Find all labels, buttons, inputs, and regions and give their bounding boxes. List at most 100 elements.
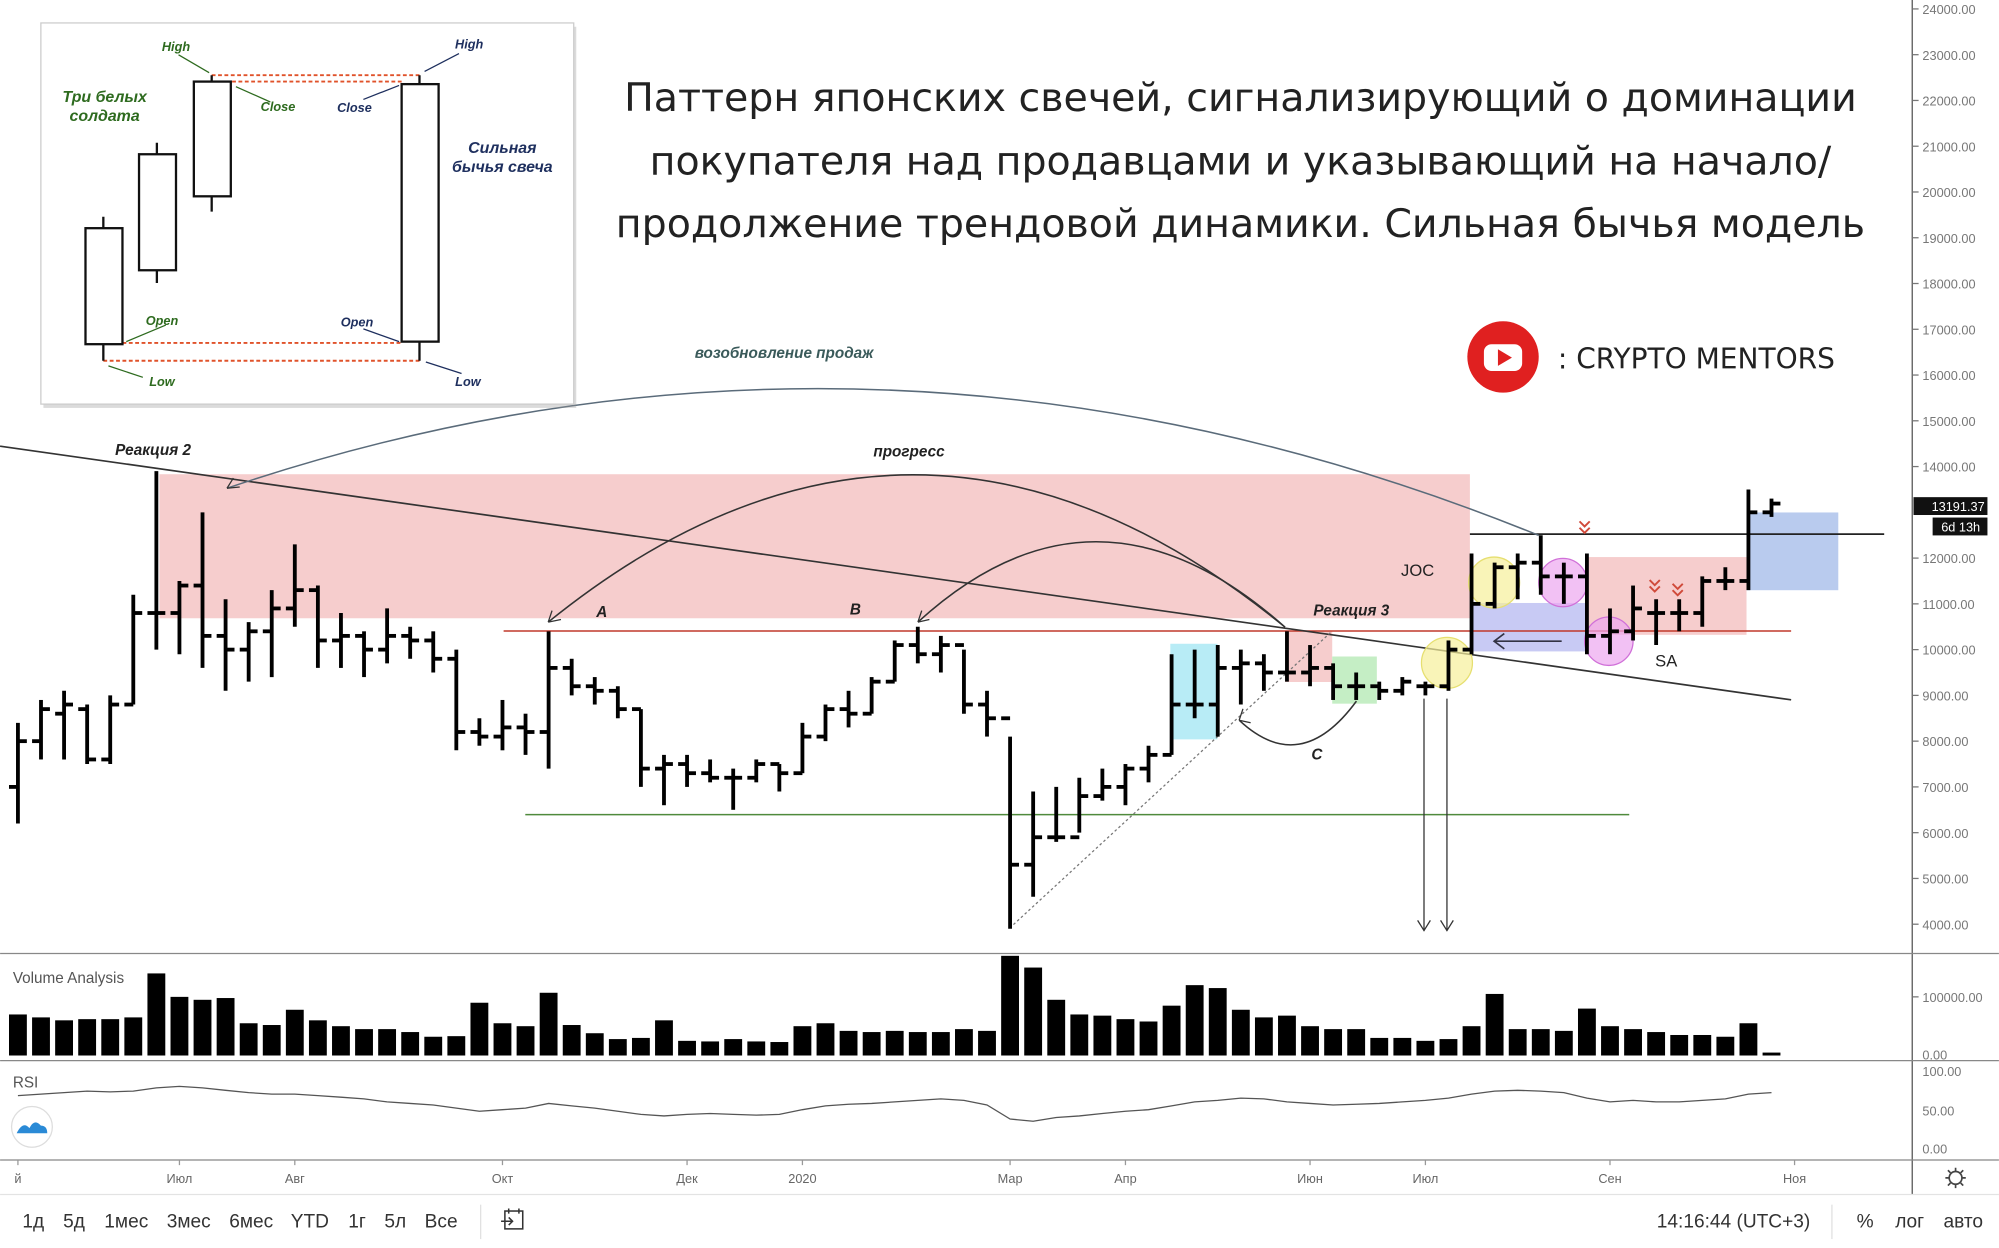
price-tick-label: 24000.00 [1922, 2, 1975, 17]
volume-bar [1739, 1023, 1758, 1056]
bar-countdown: 6d 13h [1941, 520, 1980, 535]
price-tick-label: 4000.00 [1922, 917, 1968, 932]
ohlc-bar [262, 590, 281, 678]
ohlc-bar [585, 677, 604, 705]
volume-bar [101, 1019, 120, 1056]
calendar-goto-icon[interactable] [501, 1208, 524, 1230]
inset-left-title-2: солдата [70, 108, 140, 125]
ohlc-bar [1254, 654, 1273, 691]
dotted-support-line[interactable] [1009, 630, 1333, 929]
auto-toggle[interactable]: авто [1943, 1212, 1983, 1233]
inset-high-right: High [455, 36, 484, 51]
volume-bar [1439, 1039, 1458, 1056]
volume-bar [1647, 1032, 1666, 1056]
volume-bar [793, 1026, 812, 1056]
price-tick-label: 7000.00 [1922, 780, 1968, 795]
ohlc-bar [1370, 681, 1389, 700]
ohlc-bar [1301, 645, 1319, 687]
range-button-1[interactable]: 5д [63, 1212, 85, 1233]
range-button-7[interactable]: 5л [384, 1212, 406, 1233]
volume-bar [1693, 1034, 1712, 1056]
resume-sales-arc[interactable] [226, 387, 1540, 537]
ohlc-bar [1208, 645, 1227, 737]
ohlc-bar [562, 658, 581, 696]
ohlc-bar [1554, 562, 1573, 604]
youtube-icon [1467, 321, 1539, 393]
price-tick-label: 9000.00 [1922, 688, 1968, 703]
range-button-5[interactable]: YTD [291, 1212, 329, 1233]
volume-axis: 100000.00 0.00 [1912, 990, 1983, 1062]
trend-line[interactable] [0, 445, 1792, 701]
lavender-zone [1469, 602, 1588, 652]
ohlc-bar [1024, 791, 1043, 897]
volume-bar [1531, 1029, 1550, 1056]
volume-bar [32, 1017, 50, 1056]
time-axis[interactable]: й Июл Авг Окт Дек 2020 Мар Апр Июн Июл Сен Ноя [14, 1160, 1806, 1186]
price-axis[interactable]: 24000.00 23000.00 22000.00 21000.00 20000.00… [1912, 2, 1976, 932]
volume-bar [678, 1040, 696, 1056]
ohlc-bar [816, 704, 835, 742]
ohlc-bar [839, 690, 858, 728]
inset-open-right: Open [341, 314, 374, 329]
ohlc-bar [216, 599, 235, 691]
range-button-3[interactable]: 3мес [167, 1212, 211, 1233]
gear-icon[interactable] [1945, 1167, 1966, 1189]
arc-b[interactable] [917, 541, 1286, 628]
ohlc-bar [55, 690, 73, 760]
ohlc-bar [1416, 681, 1435, 696]
price-tick-label: 22000.00 [1922, 94, 1975, 109]
drawings [0, 387, 1885, 932]
volume-bar [332, 1026, 350, 1056]
price-tick-label: 14000.00 [1922, 460, 1975, 475]
ohlc-bar [747, 759, 766, 783]
resistance-zone [159, 474, 1470, 619]
ohlc-bar [493, 699, 512, 751]
ohlc-bar [1508, 553, 1527, 600]
percent-toggle[interactable]: % [1857, 1212, 1874, 1233]
pattern-inset: High Close Open Low High Close Open Low … [40, 22, 577, 408]
ohlc-bar [793, 722, 812, 776]
volume-bar [1254, 1017, 1273, 1056]
volume-bar [1624, 1029, 1642, 1056]
range-button-4[interactable]: 6мес [229, 1212, 273, 1233]
ohlc-bar [1739, 489, 1758, 591]
range-button-6[interactable]: 1г [348, 1212, 366, 1233]
log-toggle[interactable]: лог [1895, 1212, 1924, 1233]
ohlc-bar [1347, 672, 1366, 700]
time-tick-label: Дек [676, 1171, 698, 1186]
price-tick-label: 10000.00 [1922, 643, 1975, 658]
ohlc-bar [724, 768, 743, 810]
volume-bar [124, 1017, 143, 1056]
last-price: 13191.37 [1932, 499, 1985, 514]
volume-bar [170, 996, 189, 1056]
range-buttons: 1д 5д 1мес 3мес 6мес YTD 1г 5л Все [22, 1212, 457, 1233]
range-button-0[interactable]: 1д [22, 1212, 44, 1233]
clock-timezone[interactable]: 14:16:44 (UTC+3) [1657, 1212, 1810, 1233]
ohlc-bar [1601, 608, 1619, 655]
progress-arc[interactable] [547, 474, 1286, 628]
tradingview-logo[interactable] [10, 1105, 53, 1148]
ohlc-bar [701, 759, 720, 783]
inset-close-left: Close [261, 99, 296, 114]
volume-bar [1577, 1008, 1596, 1056]
time-tick-label: Июл [1412, 1171, 1438, 1186]
range-button-2[interactable]: 1мес [104, 1212, 148, 1233]
arc-c[interactable] [1238, 700, 1358, 746]
time-tick-label: 2020 [788, 1171, 816, 1186]
volume-bar [1762, 1052, 1781, 1056]
volume-bar [1370, 1037, 1389, 1056]
volume-bar [1716, 1036, 1735, 1056]
volume-bar [978, 1030, 996, 1056]
range-button-8[interactable]: Все [425, 1212, 458, 1233]
volume-bar [539, 992, 558, 1056]
ohlc-bar [401, 626, 420, 659]
time-tick-label: Апр [1114, 1171, 1136, 1186]
rsi-tick: 0.00 [1922, 1142, 1947, 1157]
volume-bar [1508, 1029, 1527, 1056]
left-arrow[interactable] [1492, 632, 1562, 650]
chevron-down-icon [1578, 520, 1684, 597]
ohlc-bar [308, 585, 327, 668]
reaction2-label: Реакция 2 [115, 442, 191, 459]
time-tick-label: й [14, 1171, 21, 1186]
volume-bar [1462, 1026, 1481, 1056]
